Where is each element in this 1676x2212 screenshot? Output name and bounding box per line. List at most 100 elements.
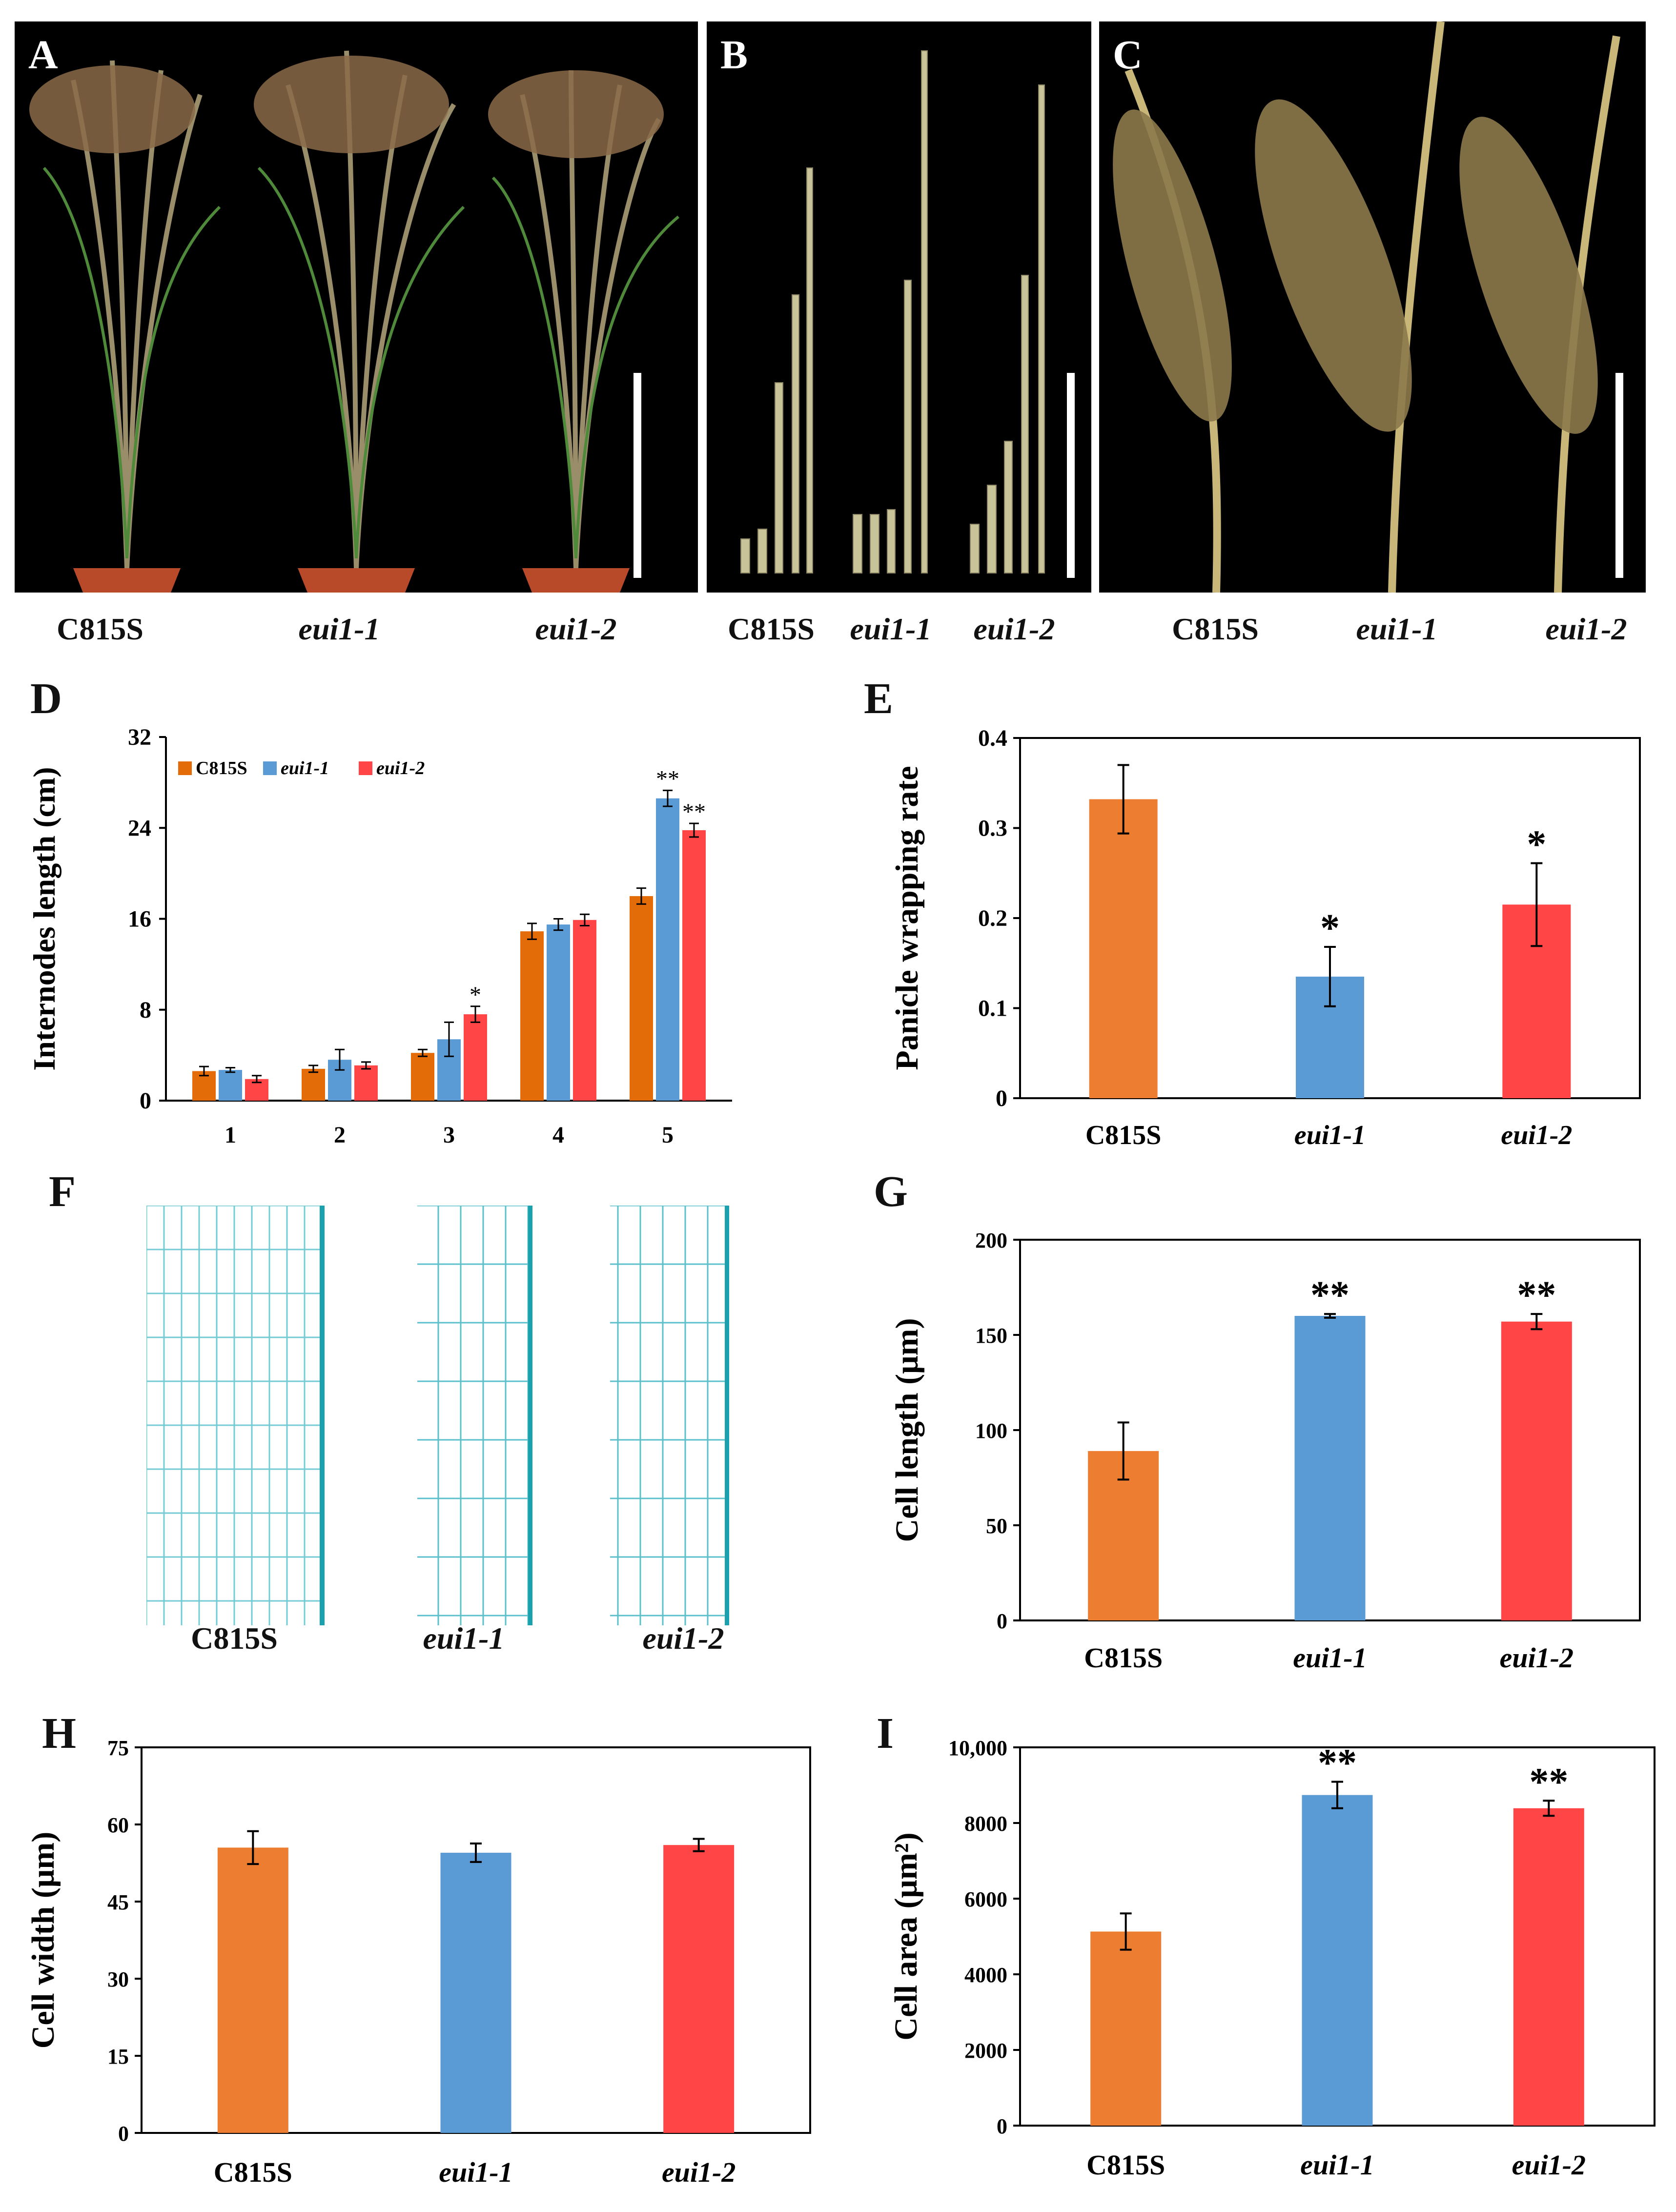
x-tick-label: C815S — [214, 2156, 292, 2188]
y-tick-label: 8000 — [964, 1812, 1007, 1836]
bar-eui1-2 — [1513, 1808, 1584, 2126]
label-c-eui1-2: eui1-2 — [1545, 612, 1627, 646]
bar-eui1-1 — [1294, 1316, 1366, 1620]
y-tick-label: 30 — [107, 1967, 129, 1991]
y-tick-label: 4000 — [964, 1963, 1007, 1987]
bar-C815S-5 — [630, 896, 653, 1101]
y-tick-label: 0.1 — [978, 996, 1007, 1022]
y-tick-label: 0 — [140, 1088, 151, 1114]
label-a-eui1-2: eui1-2 — [535, 612, 617, 646]
bar-eui1-2 — [1501, 1321, 1572, 1620]
bar-eui1-1-1 — [219, 1070, 242, 1101]
photo-panel-b: B — [707, 21, 1091, 593]
bar-eui1-2-3 — [464, 1014, 487, 1101]
x-tick-label: eui1-2 — [662, 2156, 736, 2188]
x-tick-label: 1 — [225, 1122, 236, 1148]
x-tick-label: C815S — [1085, 1120, 1162, 1150]
significance-mark: * — [470, 982, 481, 1008]
significance-mark: ** — [1318, 1742, 1357, 1785]
panel-label-g: G — [874, 1167, 908, 1216]
bar-C815S — [217, 1847, 288, 2133]
panel-label-f: F — [49, 1167, 76, 1216]
y-tick-label: 200 — [975, 1229, 1007, 1252]
x-tick-label: eui1-1 — [439, 2156, 512, 2188]
x-tick-label: 3 — [443, 1122, 455, 1148]
y-tick-label: 60 — [107, 1813, 129, 1837]
bar-C815S-2 — [302, 1068, 325, 1101]
panicles-illustration — [1113, 21, 1623, 593]
y-tick-label: 0 — [996, 1086, 1007, 1111]
y-tick-label: 0.3 — [978, 816, 1007, 841]
legend-entry: eui1-1 — [281, 758, 329, 778]
x-tick-label: 2 — [334, 1122, 346, 1148]
chart-cell-length: 0 50 100 150 200 Cell length (μm) C815S ** eui1-… — [889, 1229, 1641, 1674]
y-tick-label: 45 — [107, 1890, 129, 1914]
label-f-c815s: C815S — [191, 1621, 278, 1656]
x-tick-label: eui1-1 — [1294, 1120, 1366, 1150]
y-tick-label: 0.4 — [978, 725, 1007, 751]
bar-eui1-1 — [440, 1852, 511, 2133]
label-b-eui1-2: eui1-2 — [973, 612, 1055, 646]
label-f-eui1-2: eui1-2 — [642, 1621, 724, 1656]
significance-mark: ** — [682, 799, 706, 825]
bar-C815S — [1090, 1931, 1162, 2126]
y-axis-label: Internodes length (cm) — [27, 767, 61, 1070]
x-tick-label: eui1-1 — [1293, 1642, 1367, 1674]
legend-swatch — [178, 761, 192, 775]
legend-swatch — [263, 761, 277, 775]
x-tick-label: eui1-2 — [1512, 2149, 1586, 2181]
y-tick-label: 15 — [107, 2045, 129, 2069]
label-c-c815s: C815S — [1172, 612, 1259, 646]
significance-mark: ** — [1517, 1274, 1556, 1317]
chart-panicle-wrapping: 0 0.1 0.2 0.3 0.4 Panicle wrapping rate C815S *… — [889, 725, 1641, 1150]
y-tick-label: 0 — [118, 2122, 129, 2146]
y-axis-label: Cell length (μm) — [889, 1318, 925, 1542]
legend-entry: eui1-2 — [376, 758, 425, 778]
y-tick-label: 150 — [975, 1324, 1007, 1348]
bar-C815S — [1089, 799, 1158, 1098]
y-tick-label: 10,000 — [948, 1736, 1007, 1760]
label-f-eui1-1: eui1-1 — [423, 1621, 505, 1656]
bar-C815S-3 — [411, 1053, 434, 1101]
y-tick-label: 16 — [128, 906, 151, 932]
internodes-illustration — [740, 50, 1075, 578]
y-tick-label: 0 — [997, 1609, 1007, 1633]
rice-plants-illustration — [29, 50, 679, 593]
label-b-eui1-1: eui1-1 — [850, 612, 932, 646]
cell-micrograph — [146, 1206, 729, 1625]
y-axis-label: Panicle wrapping rate — [889, 766, 925, 1070]
bar-eui1-2-4 — [573, 920, 596, 1101]
photo-panel-c: C — [1099, 21, 1646, 593]
y-tick-label: 0 — [997, 2114, 1007, 2138]
chart-cell-width: 0 15 30 45 60 75 Cell width (μm) C815S eui1-1 eui… — [29, 1736, 811, 2188]
bar-eui1-2-2 — [354, 1065, 378, 1101]
bar-eui1-1-4 — [547, 924, 570, 1101]
x-tick-label: 4 — [552, 1122, 564, 1148]
y-tick-label: 32 — [128, 727, 151, 750]
significance-mark: * — [1527, 823, 1546, 866]
panel-label-h: H — [42, 1709, 77, 1758]
micrograph-panel-f — [146, 1206, 761, 1625]
label-b-c815s: C815S — [728, 612, 815, 646]
panel-label-a: A — [28, 32, 58, 78]
label-c-eui1-1: eui1-1 — [1356, 612, 1438, 646]
y-tick-label: 6000 — [964, 1887, 1007, 1911]
y-tick-label: 75 — [107, 1736, 129, 1760]
y-tick-label: 24 — [128, 815, 151, 841]
y-tick-label: 50 — [986, 1514, 1007, 1538]
legend-entry: C815S — [196, 758, 247, 778]
bar-eui1-1 — [1302, 1795, 1373, 2126]
label-a-c815s: C815S — [57, 612, 143, 646]
panel-label-c: C — [1113, 32, 1143, 78]
x-tick-label: C815S — [1084, 1642, 1163, 1674]
x-tick-label: eui1-2 — [1501, 1120, 1572, 1150]
label-a-eui1-1: eui1-1 — [298, 612, 380, 646]
panel-label-b: B — [720, 32, 748, 78]
bar-eui1-2-5 — [682, 830, 706, 1101]
panel-label-e: E — [864, 675, 894, 723]
x-tick-label: eui1-1 — [1300, 2149, 1374, 2181]
y-tick-label: 100 — [975, 1419, 1007, 1443]
legend-swatch — [359, 761, 372, 775]
significance-mark: * — [1320, 907, 1340, 950]
bar-eui1-2 — [663, 1845, 735, 2133]
